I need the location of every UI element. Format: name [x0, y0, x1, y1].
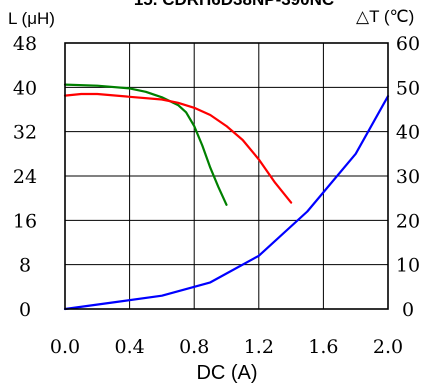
y-right-tick-label: 60 [396, 33, 420, 55]
plot-frame [64, 42, 389, 310]
x-tick-label: 0.8 [179, 336, 209, 358]
x-tick-label: 0.4 [114, 336, 144, 358]
y-left-axis-label: L (μH) [8, 9, 55, 28]
grid [65, 43, 388, 309]
y-left-tick-label: 0 [19, 299, 31, 321]
y-left-tick-label: 24 [13, 166, 37, 188]
x-tick-label: 0.0 [50, 336, 80, 358]
y-right-axis-label: △T (℃) [356, 7, 414, 26]
y-right-tick-label: 20 [396, 210, 420, 232]
y-left-tick-label: 48 [13, 33, 37, 55]
y-left-tick-label: 8 [19, 255, 31, 277]
y-left-tick-label: 40 [13, 77, 37, 99]
x-tick-label: 1.6 [308, 336, 338, 358]
series-inductance-red [63, 92, 293, 204]
x-tick-label: 2.0 [373, 336, 403, 358]
x-tick-label: 1.2 [244, 336, 274, 358]
y-right-tick-label: 40 [396, 122, 420, 144]
y-right-tick-label: 0 [402, 299, 414, 321]
x-axis-label: DC (A) [196, 362, 257, 384]
y-right-tick-label: 30 [396, 166, 420, 188]
series-inductance-green [63, 83, 228, 206]
y-right-tick-label: 50 [396, 77, 420, 99]
tick-labels: 0.0 0.4 0.8 1.2 1.6 2.0 0 0 8 10 16 20 24 30 32 40 40 50 4… [13, 33, 420, 358]
series-group [63, 83, 390, 311]
chart-title: 15. CDRH6D38NP-390NC [134, 0, 334, 9]
y-right-tick-label: 10 [396, 255, 420, 277]
y-left-tick-label: 16 [13, 210, 37, 232]
series-temperature-rise-blue [63, 95, 390, 311]
y-left-tick-label: 32 [13, 122, 37, 144]
